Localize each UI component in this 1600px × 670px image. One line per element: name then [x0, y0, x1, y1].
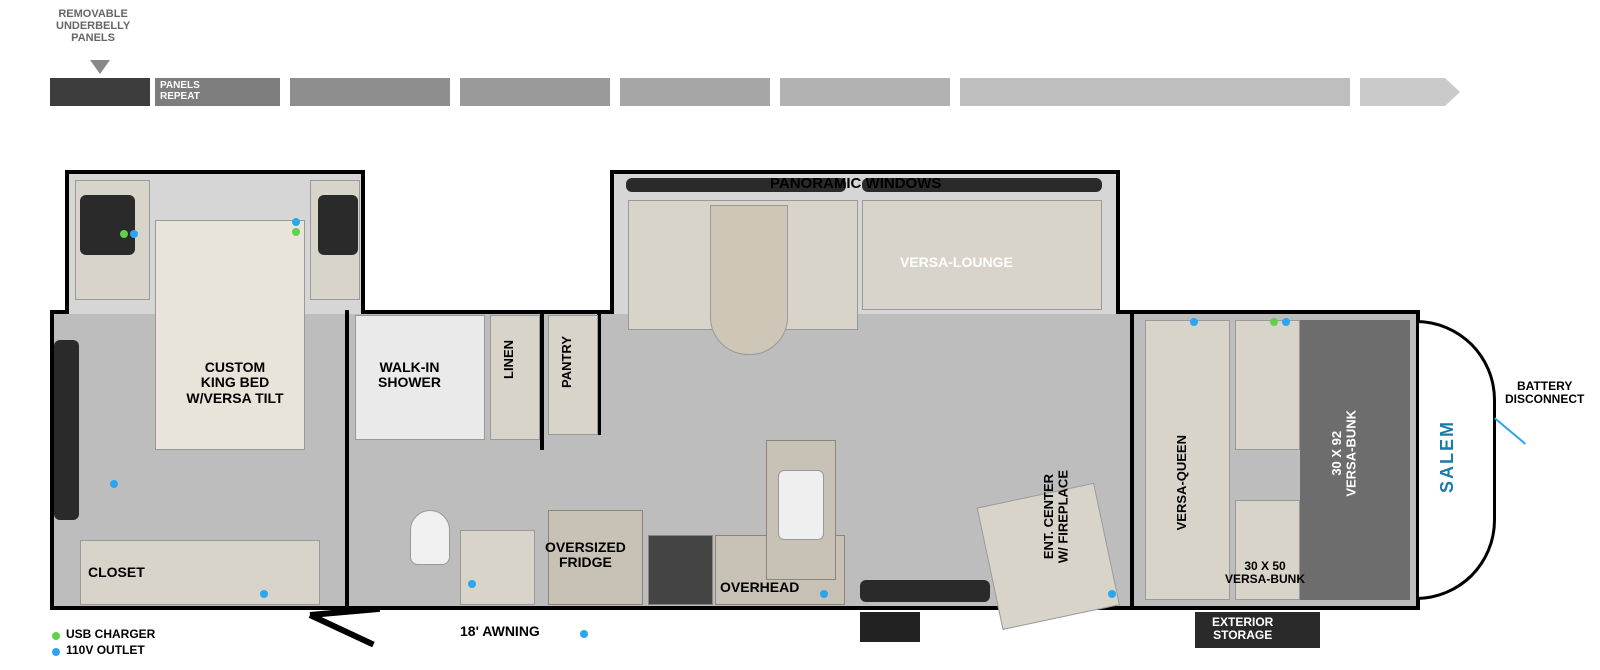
legend-usb-dot [52, 632, 60, 640]
outlet-dot-5 [468, 580, 476, 588]
exterior-storage-label: EXTERIOR STORAGE [1212, 616, 1273, 642]
king-bed [155, 220, 305, 450]
legend-outlet-dot [52, 648, 60, 656]
removable-underbelly-label: REMOVABLE UNDERBELLY PANELS [56, 8, 130, 44]
king-bed-label: CUSTOM KING BED W/VERSA TILT [170, 360, 300, 406]
outlet-dot-6 [820, 590, 828, 598]
versa-lounge-label: VERSA-LOUNGE [900, 255, 1013, 270]
closet-label: CLOSET [88, 565, 145, 580]
shower-label: WALK-IN SHOWER [378, 360, 441, 391]
outlet-dot-8 [1190, 318, 1198, 326]
outlet-dot-9 [1282, 318, 1290, 326]
salem-badge: SALEM [1438, 420, 1458, 493]
awning-arm-1 [309, 612, 375, 647]
bed-window-left [80, 195, 135, 255]
outlet-dot-4 [260, 590, 268, 598]
pantry-label: PANTRY [560, 336, 574, 388]
panel-seg-0 [50, 78, 150, 106]
legend-usb-label: USB CHARGER [66, 628, 155, 641]
bunk-top-label: 30 X 92 VERSA-BUNK [1330, 410, 1359, 497]
panel-seg-2 [290, 78, 450, 106]
panel-seg-7 [1360, 78, 1460, 106]
fridge-label: OVERSIZED FRIDGE [545, 540, 626, 571]
bunk-bot-label: 30 X 50 VERSA-BUNK [1220, 560, 1310, 586]
panel-seg-3 [460, 78, 610, 106]
wall-bunk [1130, 310, 1134, 610]
versa-queen-label: VERSA-QUEEN [1175, 435, 1189, 530]
outlet-dot-3 [110, 480, 118, 488]
outlet-dot-7 [1108, 590, 1116, 598]
ent-center-label: ENT. CENTER W/ FIREPLACE [1042, 470, 1071, 563]
entry-steps [860, 612, 920, 642]
stove [648, 535, 713, 605]
panoramic-label: PANORAMIC WINDOWS [770, 176, 941, 193]
bed-window-right [318, 195, 358, 255]
arrow-down-icon [90, 60, 110, 74]
sink [778, 470, 824, 540]
usb-dot-2 [292, 228, 300, 236]
panel-seg-5 [780, 78, 950, 106]
usb-dot-1 [120, 230, 128, 238]
linen-label: LINEN [502, 340, 516, 379]
overhead-label: OVERHEAD [720, 580, 799, 595]
bed-window-rear [54, 340, 79, 520]
wall-kitchen [540, 310, 544, 450]
panels-repeat-label: PANELS REPEAT [160, 80, 200, 102]
awning-label: 18' AWNING [460, 624, 540, 639]
panel-seg-4 [620, 78, 770, 106]
outlet-dot-awning [580, 630, 588, 638]
bunk-top [1235, 320, 1300, 450]
panel-seg-6 [960, 78, 1350, 106]
entry-window [860, 580, 990, 602]
wall-bath [345, 310, 349, 610]
dinette-table [710, 205, 788, 355]
battery-label: BATTERY DISCONNECT [1505, 380, 1584, 406]
outlet-dot-2 [292, 218, 300, 226]
vanity [460, 530, 535, 605]
battery-line [1494, 417, 1526, 444]
legend-outlet-label: 110V OUTLET [66, 644, 145, 657]
toilet [410, 510, 450, 565]
outlet-dot-1 [130, 230, 138, 238]
usb-dot-3 [1270, 318, 1278, 326]
